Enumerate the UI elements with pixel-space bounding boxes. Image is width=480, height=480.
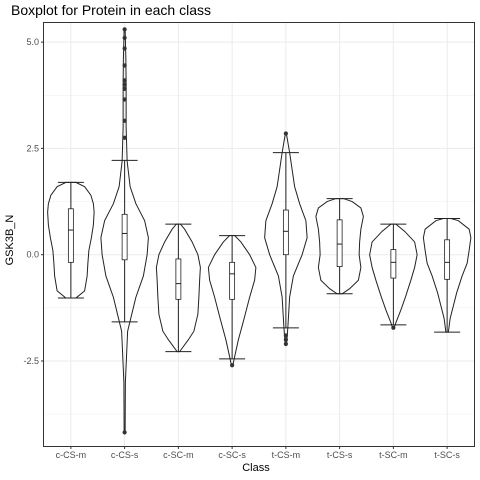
y-tick-label: 5.0: [26, 37, 39, 47]
box: [230, 262, 235, 299]
outlier-point: [284, 342, 288, 346]
x-tick-label: c-SC-m: [163, 450, 194, 460]
x-tick-label: c-SC-s: [218, 450, 246, 460]
x-tick-label: t-SC-s: [434, 450, 460, 460]
y-tick-label: 2.5: [26, 143, 39, 153]
plot-panel: [44, 23, 475, 447]
outlier-point: [391, 326, 395, 330]
y-tick-label: -2.5: [23, 356, 39, 366]
chart-title: Boxplot for Protein in each class: [11, 2, 211, 18]
outlier-point: [123, 136, 127, 140]
x-tick-label: t-CS-s: [327, 450, 353, 460]
box: [445, 240, 450, 280]
outlier-point: [123, 46, 127, 50]
y-tick-label: 0.0: [26, 250, 39, 260]
outlier-point: [123, 97, 127, 101]
x-axis-title: Class: [242, 462, 270, 474]
outlier-point: [123, 430, 127, 434]
y-axis: -2.5 0.0 2.5 5.0: [23, 37, 44, 366]
outlier-point: [123, 83, 127, 87]
outlier-point: [230, 363, 234, 367]
box: [337, 220, 342, 267]
box: [176, 259, 181, 299]
x-tick-label: t-CS-m: [272, 450, 301, 460]
outlier-point: [123, 63, 127, 67]
x-tick-label: c-CS-m: [56, 450, 87, 460]
x-tick-label: t-SC-m: [379, 450, 408, 460]
box: [122, 214, 127, 259]
outlier-point: [284, 338, 288, 342]
box: [391, 250, 396, 278]
outlier-point: [123, 36, 127, 40]
x-tick-label: c-CS-s: [111, 450, 139, 460]
outlier-point: [123, 119, 127, 123]
box: [283, 210, 288, 255]
outlier-point: [123, 78, 127, 82]
outlier-point: [284, 333, 288, 337]
outlier-point: [123, 27, 127, 31]
y-axis-title: GSK3B_N: [4, 215, 16, 266]
x-axis: c-CS-m c-CS-s c-SC-m c-SC-s t-CS-m t-CS-s t-SC…: [56, 446, 461, 460]
outlier-point: [284, 131, 288, 135]
outlier-point: [123, 87, 127, 91]
box: [68, 209, 73, 263]
